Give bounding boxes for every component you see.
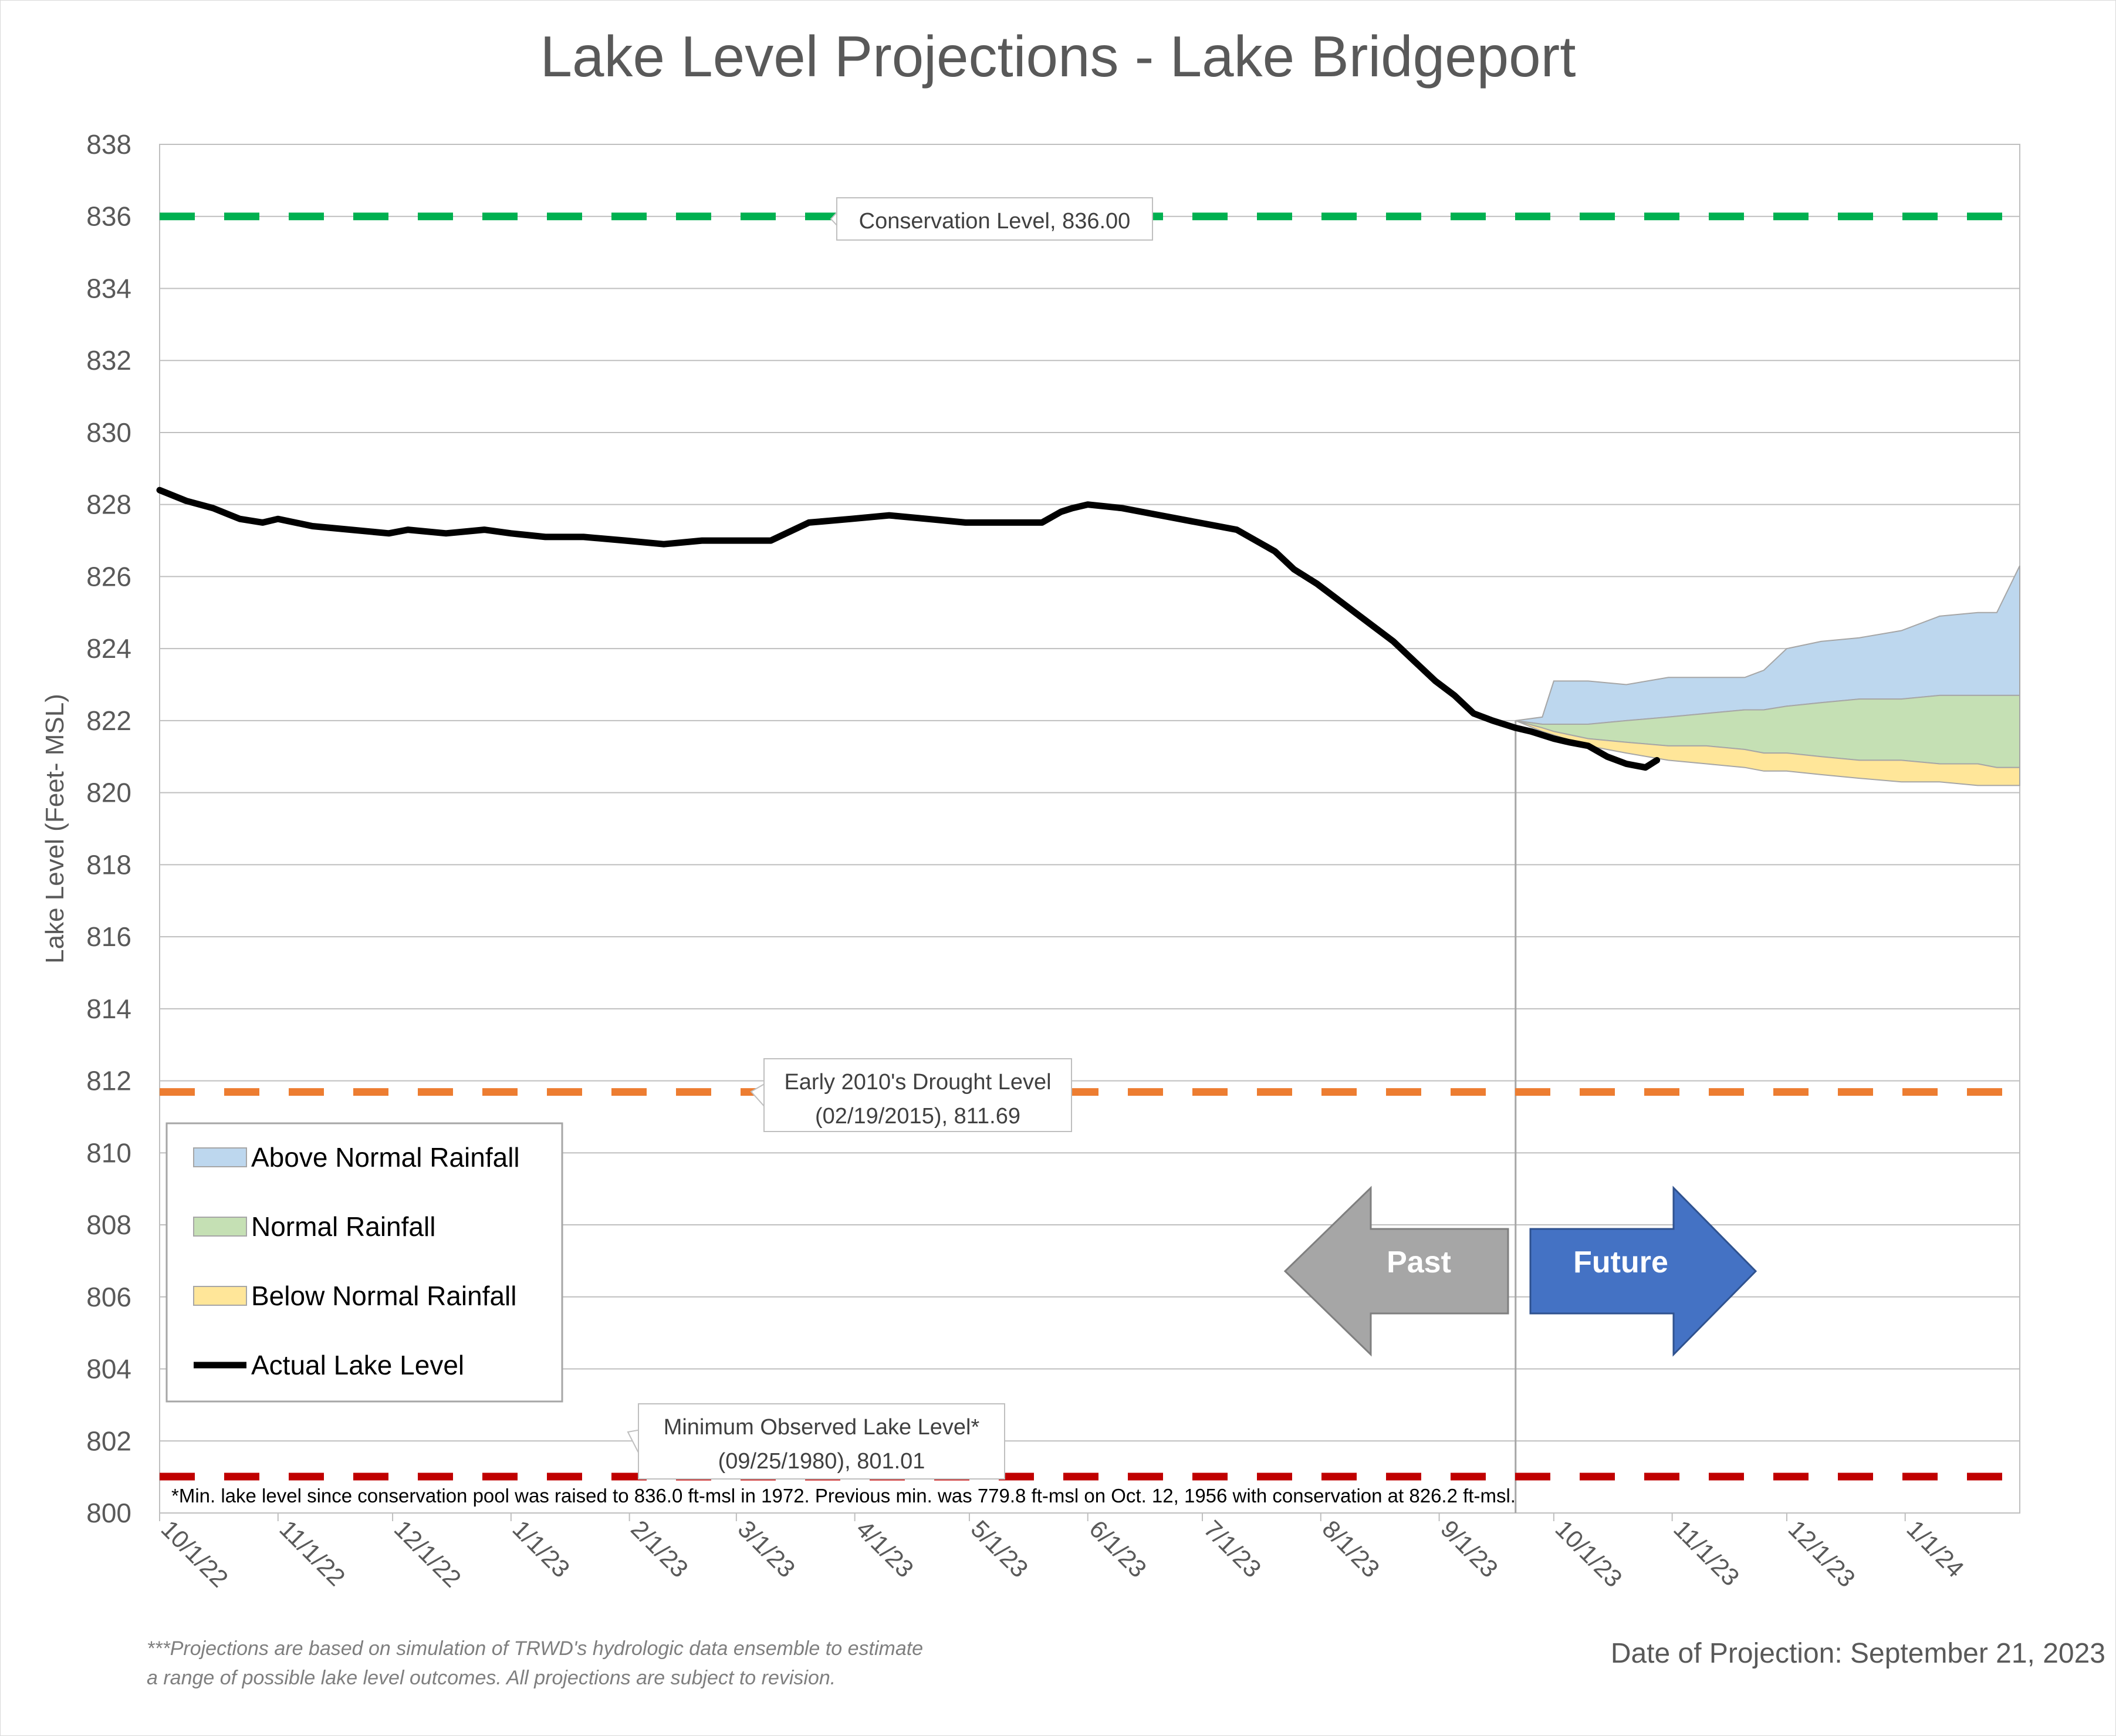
y-tick-label: 818 [86, 849, 131, 880]
x-tick-label: 7/1/23 [1199, 1515, 1267, 1583]
x-tick-label: 4/1/23 [851, 1515, 919, 1583]
x-tick-label: 8/1/23 [1317, 1515, 1385, 1583]
x-tick-label: 11/1/22 [274, 1515, 350, 1591]
conservation-callout: Conservation Level, 836.00 [830, 197, 1153, 241]
legend-label: Above Normal Rainfall [251, 1142, 520, 1173]
x-tick-label: 9/1/23 [1435, 1515, 1503, 1583]
y-tick-label: 822 [86, 705, 131, 736]
legend-label: Actual Lake Level [251, 1350, 464, 1380]
x-tick-label: 1/1/23 [507, 1515, 575, 1583]
y-tick-label: 808 [86, 1210, 131, 1240]
y-tick-label: 806 [86, 1282, 131, 1312]
y-tick-label: 816 [86, 921, 131, 952]
legend-swatch [193, 1286, 247, 1306]
y-tick-label: 802 [86, 1426, 131, 1456]
min-level-note: *Min. lake level since conservation pool… [171, 1485, 1516, 1507]
conservation-callout-text: Conservation Level, 836.00 [859, 209, 1131, 234]
y-tick-label: 826 [86, 561, 131, 592]
legend-swatch [193, 1147, 247, 1167]
chart-title: Lake Level Projections - Lake Bridgeport [540, 24, 1576, 89]
y-tick-label: 828 [86, 489, 131, 520]
minimum-callout-text: Minimum Observed Lake Level* [664, 1415, 980, 1440]
y-tick-label: 820 [86, 778, 131, 808]
plot-area [159, 144, 2020, 1514]
y-tick-label: 834 [86, 273, 131, 303]
conservation-callout-box [836, 197, 1153, 241]
x-tick-label: 6/1/23 [1084, 1515, 1152, 1583]
projection-date: Date of Projection: September 21, 2023 [1610, 1638, 2105, 1669]
band-below-normal-rainfall [1515, 720, 2020, 786]
x-tick-label: 12/1/23 [1783, 1515, 1861, 1592]
y-tick-label: 824 [86, 633, 131, 664]
footnote-line-2: a range of possible lake level outcomes.… [147, 1667, 836, 1689]
drought-callout-text: (02/19/2015), 811.69 [815, 1104, 1020, 1129]
y-tick-label: 814 [86, 994, 131, 1024]
legend-label: Normal Rainfall [251, 1211, 435, 1242]
past-arrow-label: Past [1387, 1245, 1451, 1279]
x-tick-label: 3/1/23 [733, 1515, 801, 1583]
legend-box [165, 1122, 563, 1403]
x-tick-label: 10/1/22 [156, 1515, 234, 1592]
footnote-line-1: ***Projections are based on simulation o… [147, 1637, 924, 1660]
y-tick-label: 832 [86, 345, 131, 376]
legend-swatch [193, 1217, 247, 1237]
legend: Above Normal Rainfall Normal Rainfall Belo… [165, 1122, 563, 1403]
series-layer [156, 487, 2020, 786]
drought-callout-text: Early 2010's Drought Level [784, 1070, 1051, 1095]
x-tick-label: 1/1/24 [1901, 1515, 1969, 1583]
drought-callout-box [763, 1058, 1072, 1132]
y-tick-label: 804 [86, 1354, 131, 1384]
y-tick-label: 838 [86, 129, 131, 160]
x-tick-label: 11/1/23 [1668, 1515, 1745, 1591]
y-tick-label: 812 [86, 1066, 131, 1096]
actual-lake-level-line [156, 487, 1661, 771]
future-arrow-label: Future [1573, 1245, 1668, 1279]
x-tick-label: 2/1/23 [626, 1515, 694, 1583]
minimum-callout-box [638, 1403, 1005, 1480]
x-tick-label: 10/1/23 [1550, 1515, 1628, 1592]
legend-label: Below Normal Rainfall [251, 1281, 517, 1311]
drought-callout: Early 2010's Drought Level (02/19/2015), … [750, 1058, 1072, 1132]
y-tick-label: 836 [86, 201, 131, 232]
y-tick-label: 810 [86, 1137, 131, 1168]
y-tick-label: 800 [86, 1498, 131, 1528]
callouts: Conservation Level, 836.00 Early 2010's D… [171, 197, 1516, 1507]
x-tick-label: 5/1/23 [966, 1515, 1034, 1583]
minimum-callout: Minimum Observed Lake Level* (09/25/1980)… [627, 1403, 1005, 1480]
x-tick-label: 12/1/22 [389, 1515, 467, 1592]
minimum-callout-text: (09/25/1980), 801.01 [718, 1449, 925, 1474]
y-tick-label: 830 [86, 417, 131, 448]
y-axis-label: Lake Level (Feet- MSL) [40, 694, 69, 964]
past-arrow [1283, 1186, 1509, 1357]
future-arrow [1529, 1186, 1757, 1357]
past-future-arrows: Past Future [1283, 1186, 1757, 1357]
